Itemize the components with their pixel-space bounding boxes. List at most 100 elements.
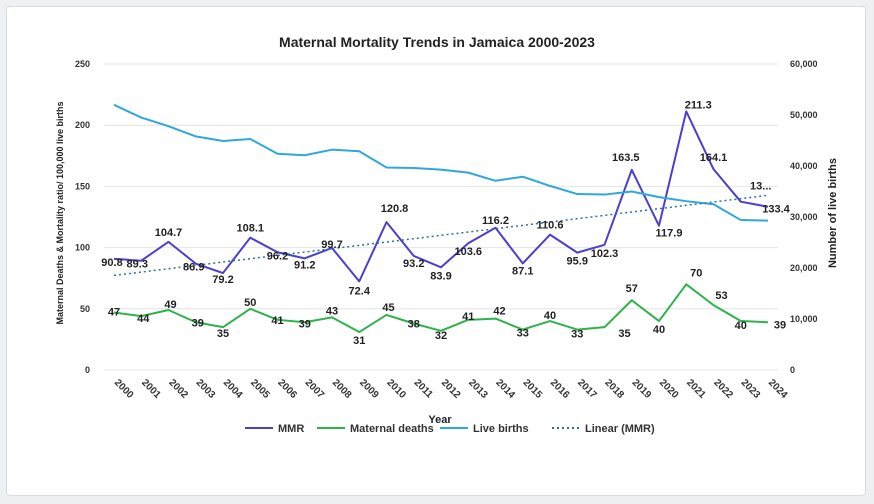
maternal-deaths-data-label: 42 bbox=[493, 306, 505, 318]
chart-title: Maternal Mortality Trends in Jamaica 200… bbox=[279, 34, 595, 50]
maternal-deaths-data-label: 41 bbox=[271, 315, 283, 327]
mmr-data-label: 90.8 bbox=[101, 257, 122, 269]
legend-entry: Maternal deaths bbox=[350, 423, 434, 435]
x-tick-label: 2008 bbox=[330, 377, 354, 401]
y-tick-label: 200 bbox=[75, 120, 90, 130]
x-tick-label: 2006 bbox=[275, 377, 299, 401]
y-tick-label: 150 bbox=[75, 181, 90, 191]
mmr-data-label: 95.9 bbox=[567, 256, 588, 268]
y2-axis-title: Number of live births bbox=[827, 158, 839, 268]
mmr-data-label: 164.1 bbox=[700, 152, 728, 164]
maternal-deaths-data-label: 32 bbox=[435, 330, 447, 342]
maternal-deaths-data-label: 35 bbox=[217, 328, 229, 340]
maternal-deaths-data-label: 31 bbox=[353, 335, 365, 347]
maternal-deaths-data-label: 50 bbox=[244, 297, 256, 309]
x-tick-label: 2012 bbox=[439, 377, 463, 401]
x-tick-label: 2022 bbox=[711, 377, 735, 401]
x-tick-label: 2003 bbox=[194, 377, 218, 401]
x-tick-label: 2015 bbox=[521, 377, 545, 401]
mmr-data-label: 93.2 bbox=[403, 258, 424, 270]
y2-tick-label: 40,000 bbox=[790, 161, 818, 171]
x-tick-label: 2021 bbox=[684, 377, 708, 401]
mmr-data-label: 104.7 bbox=[155, 227, 183, 239]
maternal-deaths-data-label: 53 bbox=[715, 290, 727, 302]
legend: MMR Maternal deaths Live births Linear (MMR… bbox=[245, 423, 655, 435]
maternal-deaths-data-label: 45 bbox=[382, 302, 394, 314]
mmr-data-label: 13... bbox=[750, 181, 771, 193]
y2-axis-ticks: 0 10,000 20,000 30,000 40,000 50,000 60,000 bbox=[790, 59, 818, 375]
maternal-deaths-data-label: 47 bbox=[108, 306, 120, 318]
series-line-mmr bbox=[113, 110, 769, 283]
x-tick-label: 2020 bbox=[657, 377, 681, 401]
maternal-deaths-data-label: 33 bbox=[571, 329, 583, 341]
x-tick-label: 2007 bbox=[303, 377, 327, 401]
maternal-deaths-data-label: 40 bbox=[735, 320, 747, 332]
maternal-deaths-data-label: 35 bbox=[618, 328, 630, 340]
y2-tick-label: 30,000 bbox=[790, 212, 818, 222]
maternal-deaths-data-label: 44 bbox=[137, 313, 150, 325]
x-tick-label: 2000 bbox=[112, 377, 136, 401]
mmr-data-label: 117.9 bbox=[656, 228, 683, 240]
mmr-data-label: 96.2 bbox=[267, 250, 288, 262]
x-tick-label: 2013 bbox=[466, 377, 490, 401]
maternal-deaths-data-label: 39 bbox=[774, 319, 786, 331]
y2-tick-label: 10,000 bbox=[790, 314, 818, 324]
data-labels: 90.8 89.3 104.7 86.9 79.2 108.1 96.2 91.2 99.7 72… bbox=[101, 99, 790, 347]
x-tick-label: 2005 bbox=[248, 377, 272, 401]
mmr-data-label: 72.4 bbox=[349, 285, 371, 297]
x-tick-label: 2004 bbox=[221, 377, 245, 401]
maternal-deaths-data-label: 40 bbox=[544, 310, 556, 322]
mmr-data-label: 91.2 bbox=[294, 259, 315, 271]
y2-tick-label: 20,000 bbox=[790, 263, 818, 273]
chart-frame bbox=[6, 6, 866, 496]
y-axis-title: Maternal Deaths & Mortality ratio/ 100,0… bbox=[55, 101, 65, 324]
x-tick-label: 2011 bbox=[412, 377, 435, 400]
x-axis-ticks: 2000 2001 2002 2003 2004 2005 2006 2007 2008 2009… bbox=[112, 377, 790, 401]
mmr-data-label: 120.8 bbox=[381, 203, 409, 215]
x-tick-label: 2019 bbox=[630, 377, 654, 401]
y-tick-label: 250 bbox=[75, 59, 90, 69]
x-tick-label: 2001 bbox=[139, 377, 163, 401]
mmr-data-label: 108.1 bbox=[236, 223, 264, 235]
x-tick-label: 2014 bbox=[493, 377, 517, 401]
x-tick-label: 2016 bbox=[548, 377, 572, 401]
maternal-deaths-data-label: 57 bbox=[626, 283, 638, 295]
mmr-data-label: 99.7 bbox=[321, 239, 342, 251]
x-tick-label: 2018 bbox=[602, 377, 626, 401]
y-tick-label: 0 bbox=[85, 365, 90, 375]
mmr-data-label: 87.1 bbox=[512, 265, 533, 277]
mmr-data-label: 86.9 bbox=[183, 262, 204, 274]
legend-entry: MMR bbox=[278, 423, 304, 435]
y-axis-ticks: 0 50 100 150 200 250 bbox=[75, 59, 90, 375]
mmr-data-label: 83.9 bbox=[430, 270, 451, 282]
maternal-deaths-data-label: 39 bbox=[299, 318, 311, 330]
mmr-data-label: 211.3 bbox=[685, 99, 712, 111]
y-tick-label: 50 bbox=[80, 304, 90, 314]
series-line-maternal-deaths bbox=[113, 283, 769, 334]
mmr-data-label: 133.4 bbox=[762, 204, 790, 216]
series-line-live-births bbox=[113, 103, 769, 222]
mmr-data-label: 103.6 bbox=[454, 246, 482, 258]
mmr-data-label: 116.2 bbox=[482, 215, 509, 227]
y2-tick-label: 50,000 bbox=[790, 110, 818, 120]
y2-tick-label: 60,000 bbox=[790, 59, 818, 69]
x-tick-label: 2010 bbox=[384, 377, 408, 401]
x-tick-label: 2002 bbox=[166, 377, 190, 401]
mmr-data-label: 79.2 bbox=[212, 274, 233, 286]
maternal-deaths-data-label: 41 bbox=[462, 311, 474, 323]
maternal-deaths-data-label: 49 bbox=[164, 299, 176, 311]
mmr-data-label: 110.6 bbox=[537, 220, 564, 232]
mmr-data-label: 102.3 bbox=[591, 248, 619, 260]
mmr-data-label: 163.5 bbox=[612, 152, 640, 164]
x-tick-label: 2023 bbox=[739, 377, 763, 401]
maternal-deaths-data-label: 33 bbox=[517, 328, 529, 340]
maternal-deaths-data-label: 39 bbox=[192, 317, 204, 329]
legend-entry: Live births bbox=[473, 423, 529, 435]
legend-entry: Linear (MMR) bbox=[585, 423, 655, 435]
gridlines bbox=[104, 63, 778, 371]
series-layer bbox=[113, 103, 769, 334]
maternal-deaths-data-label: 43 bbox=[326, 305, 338, 317]
x-axis-title: Year bbox=[428, 414, 452, 426]
maternal-deaths-data-label: 38 bbox=[408, 318, 420, 330]
